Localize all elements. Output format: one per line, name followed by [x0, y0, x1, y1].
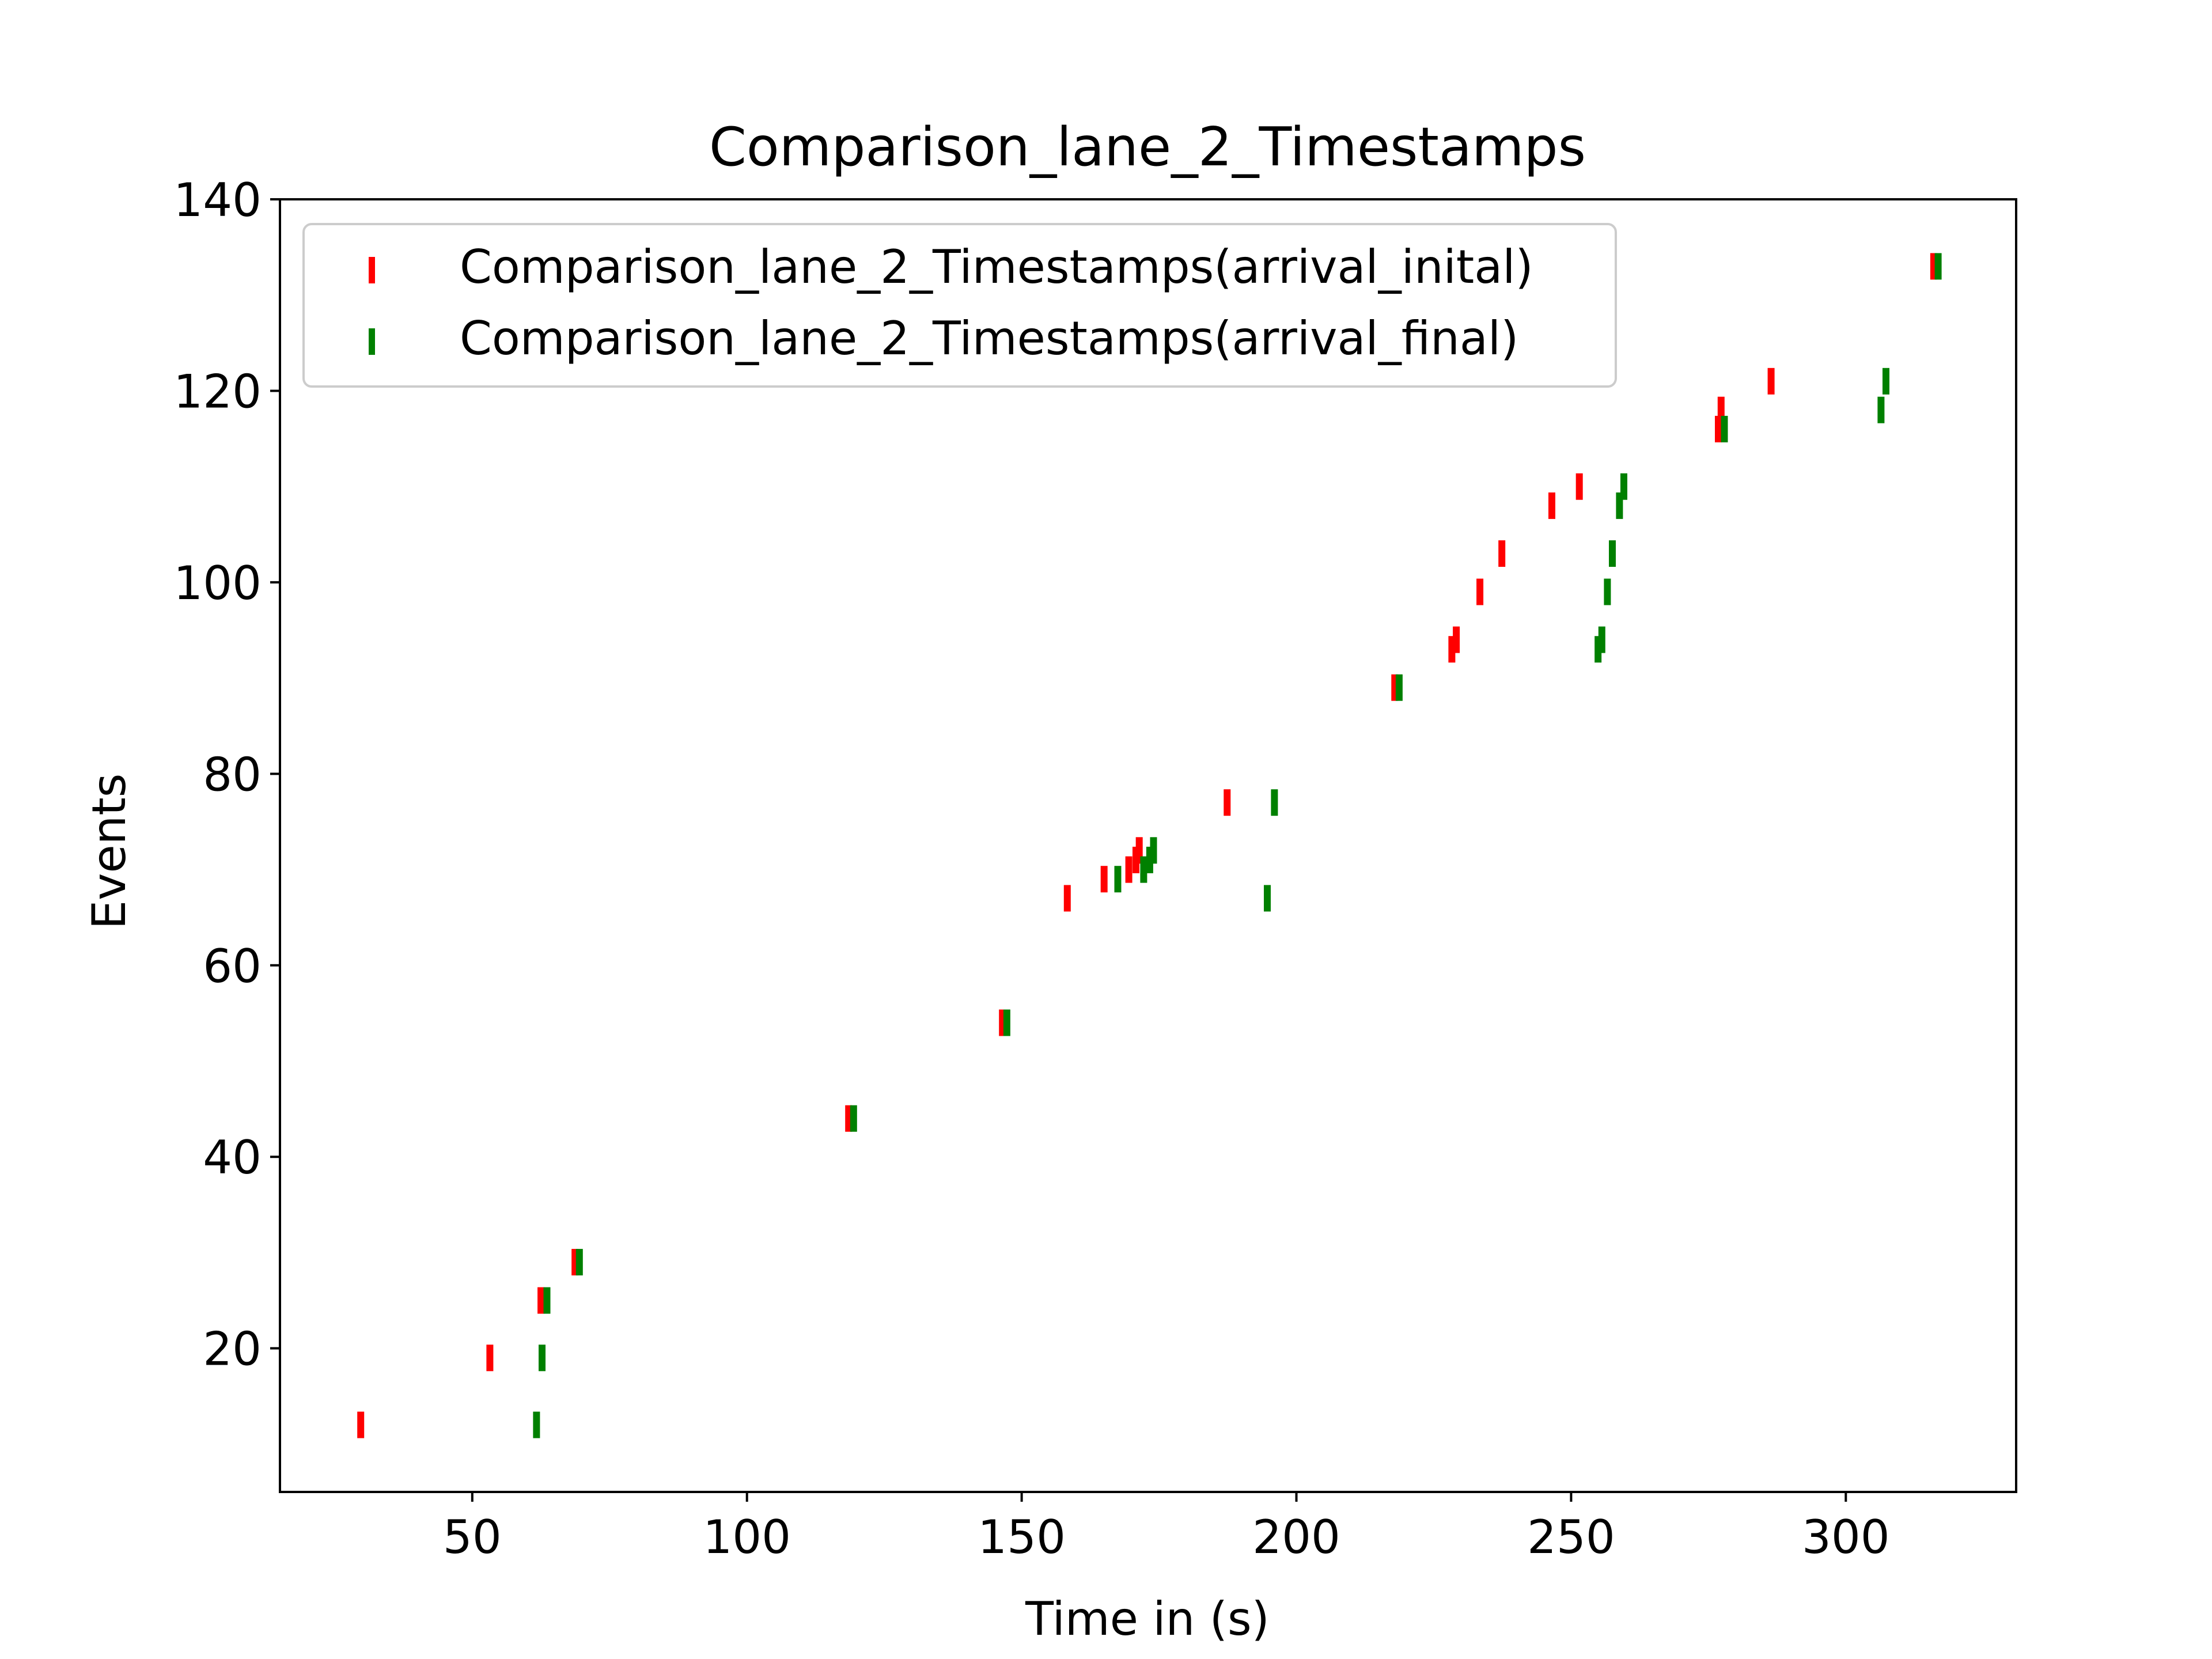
data-point-series-1-1 [357, 1411, 365, 1438]
x-tick-label: 50 [443, 1510, 502, 1564]
data-point-series-1-16 [1476, 578, 1484, 605]
data-point-series-2-2 [539, 1344, 546, 1372]
data-point-series-2-22 [1883, 368, 1889, 395]
x-axis-ticks: 50 100 150 200 250 300 [443, 1492, 1890, 1564]
legend-box [302, 223, 1617, 388]
data-point-series-2-13 [1395, 674, 1403, 701]
data-point-series-2-15 [1598, 626, 1605, 653]
legend-label-arrival-inital: Comparison_lane_2_Timestamps(arrival_ini… [460, 240, 1533, 294]
data-point-series-1-2 [486, 1344, 494, 1372]
chart-title: Comparison_lane_2_Timestamps [709, 116, 1586, 178]
data-point-series-1-8 [1100, 866, 1108, 893]
y-tick-label: 120 [173, 365, 262, 418]
data-point-series-2-21 [1877, 396, 1885, 423]
x-tick-label: 100 [703, 1510, 791, 1564]
data-point-series-1-22 [1767, 368, 1775, 395]
data-point-series-1-17 [1498, 540, 1506, 567]
y-axis-ticks: 20 40 60 80 100 120 140 [173, 173, 280, 1376]
data-point-series-2-3 [543, 1287, 551, 1314]
y-axis-label: Events [82, 774, 136, 930]
data-point-series-2-10 [1150, 837, 1157, 864]
data-point-series-1-19 [1575, 473, 1583, 500]
data-point-series-1-12 [1224, 789, 1231, 816]
data-point-series-1-7 [1063, 885, 1071, 912]
legend-label-arrival-final: Comparison_lane_2_Timestamps(arrival_fin… [460, 312, 1518, 365]
data-point-series-2-20 [1721, 415, 1728, 442]
y-tick-label: 140 [173, 173, 262, 227]
data-point-series-2-6 [1003, 1009, 1010, 1036]
data-point-series-2-11 [1264, 885, 1271, 912]
data-point-series-2-23 [1934, 253, 1942, 280]
data-point-series-2-16 [1604, 578, 1611, 605]
y-tick-label: 40 [203, 1131, 262, 1184]
x-tick-label: 200 [1252, 1510, 1340, 1564]
legend: Comparison_lane_2_Timestamps(arrival_ini… [302, 223, 1617, 388]
data-point-series-2-19 [1620, 473, 1627, 500]
x-axis-label: Time in (s) [1025, 1592, 1270, 1646]
data-point-series-1-9 [1125, 856, 1132, 883]
y-tick-label: 100 [173, 556, 262, 610]
y-tick-label: 80 [203, 748, 262, 801]
legend-marker-arrival-inital [369, 257, 375, 283]
data-point-series-2-8 [1140, 856, 1147, 883]
data-point-series-2-17 [1609, 540, 1616, 567]
data-point-series-1-3 [537, 1287, 545, 1314]
data-point-series-1-18 [1548, 492, 1555, 519]
plot-area-frame [279, 198, 2017, 1493]
data-point-series-1-15 [1453, 626, 1460, 653]
chart-marks [357, 253, 1942, 1438]
y-tick-label: 20 [203, 1323, 262, 1376]
legend-marker-arrival-final [369, 328, 375, 355]
x-tick-label: 150 [978, 1510, 1066, 1564]
data-point-series-2-5 [850, 1105, 857, 1132]
data-point-series-2-4 [575, 1249, 583, 1276]
data-point-series-2-7 [1114, 866, 1122, 893]
data-point-series-2-1 [533, 1411, 540, 1438]
x-tick-label: 250 [1527, 1510, 1615, 1564]
data-point-series-2-12 [1271, 789, 1278, 816]
y-tick-label: 60 [203, 940, 262, 993]
x-tick-label: 300 [1802, 1510, 1890, 1564]
